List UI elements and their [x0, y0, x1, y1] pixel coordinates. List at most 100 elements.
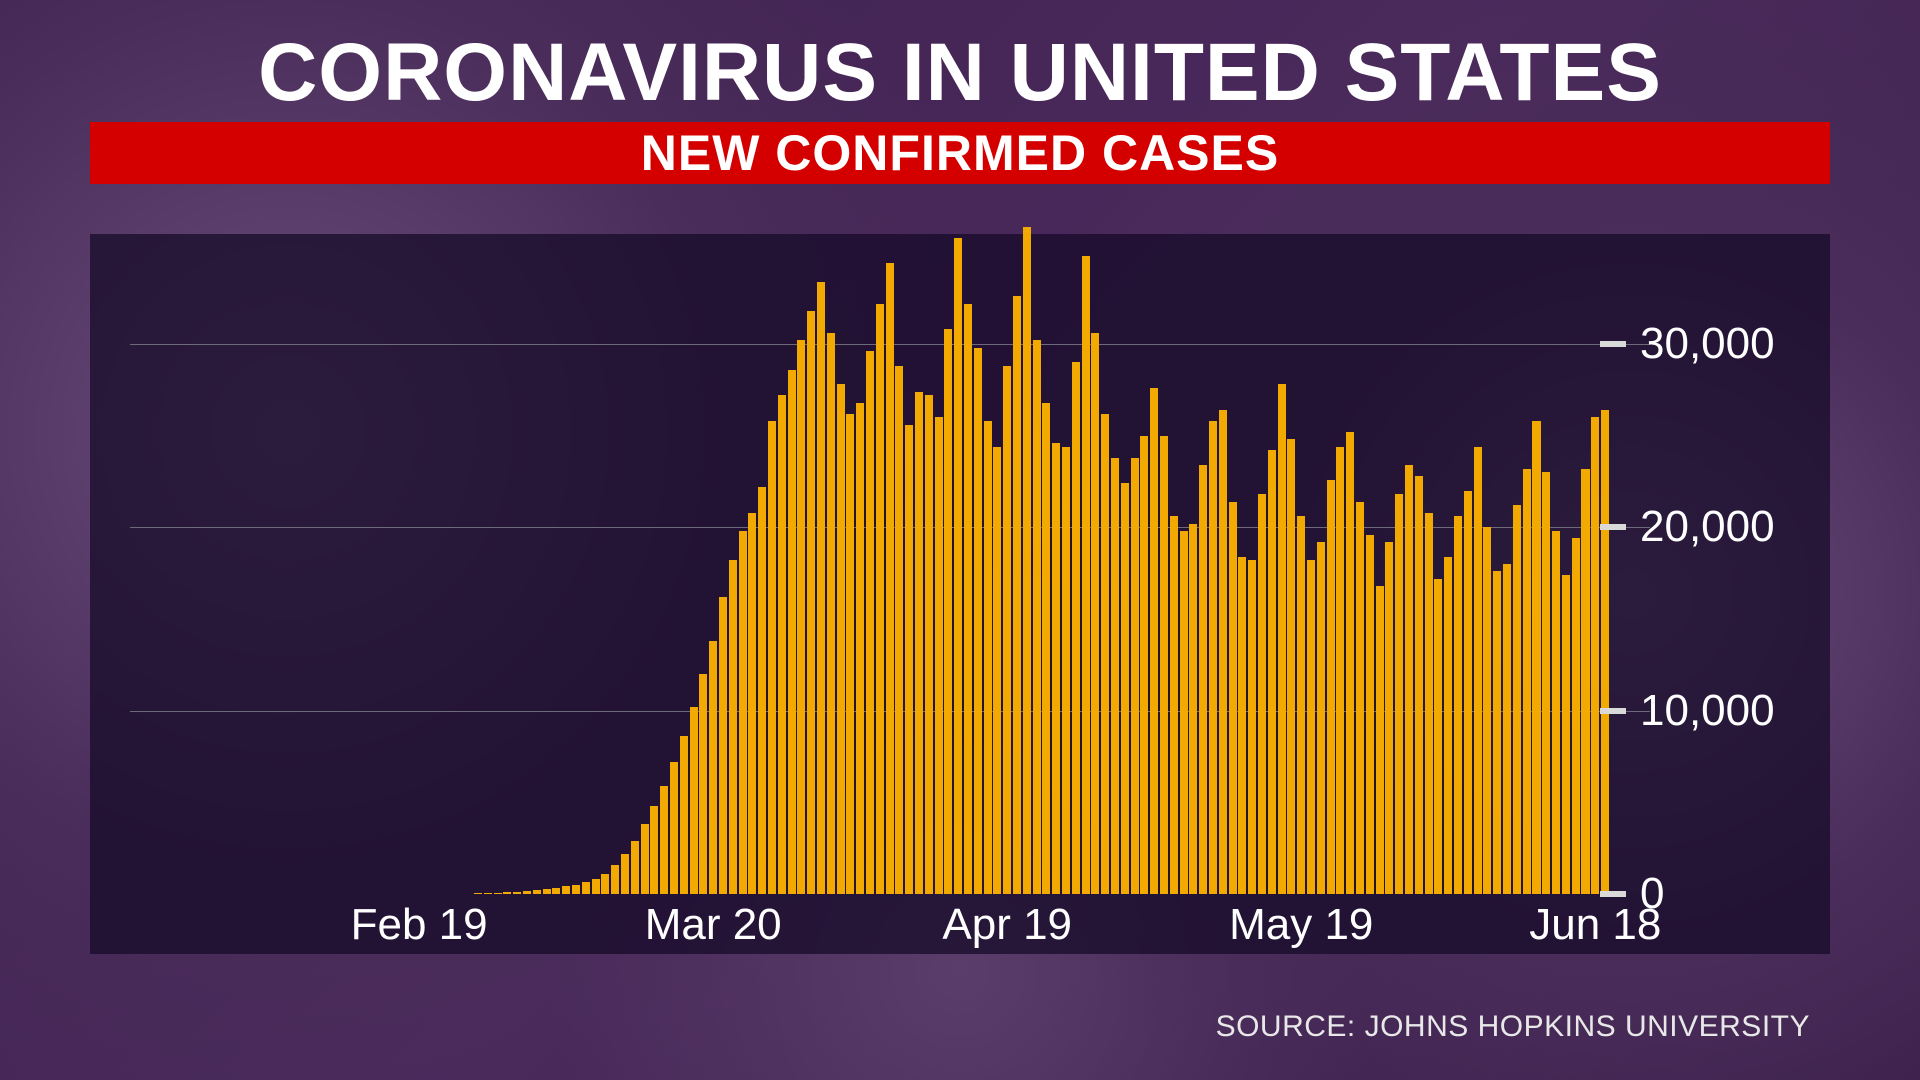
bar: [1209, 421, 1217, 894]
bar: [974, 348, 982, 894]
bar: [650, 806, 658, 894]
bar: [680, 736, 688, 894]
chart-plot-area: [130, 234, 1610, 894]
y-axis-label: 20,000: [1640, 502, 1775, 552]
bar: [817, 282, 825, 894]
bar: [621, 854, 629, 894]
bar: [1562, 575, 1570, 894]
bar: [1454, 516, 1462, 894]
bar: [1121, 483, 1129, 894]
bar: [611, 865, 619, 894]
bar: [1444, 557, 1452, 894]
bar: [915, 392, 923, 894]
bar: [866, 351, 874, 894]
bar: [1317, 542, 1325, 894]
bar: [1287, 439, 1295, 894]
bar: [856, 403, 864, 894]
bar: [631, 841, 639, 894]
chart-source: SOURCE: JOHNS HOPKINS UNIVERSITY: [1216, 1010, 1810, 1044]
bar: [739, 531, 747, 894]
bar: [1238, 557, 1246, 894]
bar: [827, 333, 835, 894]
bar: [964, 304, 972, 894]
y-axis: 010,00020,00030,000: [1630, 234, 1830, 894]
bar: [788, 370, 796, 894]
bar: [993, 447, 1001, 894]
bar: [699, 674, 707, 894]
bar: [1591, 417, 1599, 894]
bar: [1189, 524, 1197, 894]
bar: [1464, 491, 1472, 894]
bar: [1425, 513, 1433, 894]
bar: [1307, 560, 1315, 894]
bar: [1385, 542, 1393, 894]
y-axis-label: 30,000: [1640, 319, 1775, 369]
x-axis-label: Feb 19: [351, 900, 488, 950]
x-axis-label: Apr 19: [942, 900, 1072, 950]
bar: [709, 641, 717, 894]
bar: [1395, 494, 1403, 894]
chart-subtitle: NEW CONFIRMED CASES: [641, 125, 1279, 181]
bar: [886, 263, 894, 894]
bar: [1101, 414, 1109, 894]
bar: [944, 329, 952, 894]
bar: [807, 311, 815, 894]
bar: [1474, 447, 1482, 894]
bar: [1023, 227, 1031, 894]
bar: [797, 340, 805, 894]
y-axis-tick: [1600, 708, 1626, 714]
bar: [748, 513, 756, 894]
bar: [582, 882, 590, 894]
bar: [1072, 362, 1080, 894]
bar: [1003, 366, 1011, 894]
bar: [1131, 458, 1139, 894]
bar: [905, 425, 913, 894]
bar: [1150, 388, 1158, 894]
chart-title: CORONAVIRUS IN UNITED STATES: [90, 30, 1830, 116]
bar: [1258, 494, 1266, 894]
chart-frame: CORONAVIRUS IN UNITED STATES NEW CONFIRM…: [90, 30, 1830, 1040]
bar: [1219, 410, 1227, 894]
bar: [1052, 443, 1060, 894]
bar: [1513, 505, 1521, 894]
bar: [1376, 586, 1384, 894]
chart-subtitle-bar: NEW CONFIRMED CASES: [90, 122, 1830, 184]
bar: [1140, 436, 1148, 894]
bar: [690, 707, 698, 894]
bar: [1542, 472, 1550, 894]
bar: [1062, 447, 1070, 894]
bar: [1532, 421, 1540, 894]
bar: [729, 560, 737, 894]
bar: [1503, 564, 1511, 894]
bar: [670, 762, 678, 894]
bar: [1268, 450, 1276, 894]
bar: [925, 395, 933, 894]
bar: [1572, 538, 1580, 894]
bar: [1180, 531, 1188, 894]
bar: [1297, 516, 1305, 894]
bar: [562, 886, 570, 894]
x-axis-label: May 19: [1229, 900, 1373, 950]
y-axis-tick: [1600, 341, 1626, 347]
bar: [846, 414, 854, 894]
x-axis: Feb 19Mar 20Apr 19May 19Jun 18: [130, 894, 1610, 954]
bar: [984, 421, 992, 894]
bar: [1170, 516, 1178, 894]
bar: [768, 421, 776, 894]
x-axis-label: Mar 20: [645, 900, 782, 950]
bar: [895, 366, 903, 894]
bar: [1552, 531, 1560, 894]
bar: [1523, 469, 1531, 894]
bar: [1356, 502, 1364, 894]
bar: [1248, 560, 1256, 894]
bar: [1366, 535, 1374, 894]
bar: [1581, 469, 1589, 894]
bar: [1082, 256, 1090, 894]
x-axis-label: Jun 18: [1529, 900, 1661, 950]
bar: [1042, 403, 1050, 894]
bar: [778, 395, 786, 894]
bar: [954, 238, 962, 894]
bar: [1483, 527, 1491, 894]
bar: [592, 879, 600, 895]
bar: [876, 304, 884, 894]
